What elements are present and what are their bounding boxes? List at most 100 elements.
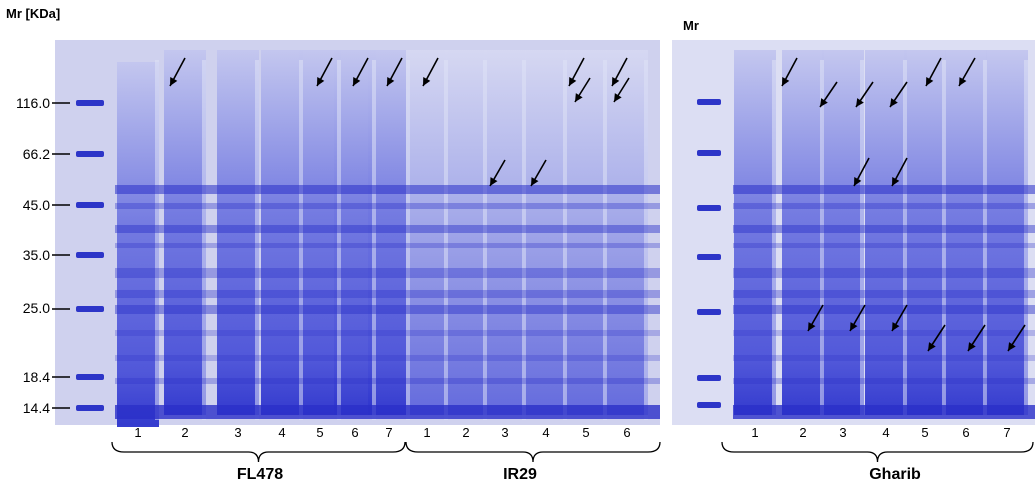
protein-band-row	[115, 330, 660, 336]
protein-band-row	[115, 378, 660, 384]
marker-band	[76, 405, 104, 411]
marker-label-66: 66.2	[22, 146, 50, 162]
gel-lane	[734, 50, 776, 415]
marker-band	[76, 374, 104, 380]
gel-lane	[986, 50, 1028, 415]
arrow-head-icon	[353, 77, 361, 86]
protein-band-row	[115, 225, 660, 233]
lane-gap	[483, 60, 487, 420]
protein-band-row	[115, 305, 660, 314]
lane-gap	[372, 60, 376, 420]
lane-ir29-2: 2	[462, 425, 470, 440]
lane-ir29-3: 3	[501, 425, 509, 440]
gel-lane	[822, 50, 864, 415]
protein-band-row	[733, 185, 1035, 194]
marker-band	[697, 309, 721, 315]
gel-lane	[117, 62, 159, 427]
lane-ir29-5: 5	[582, 425, 590, 440]
arrow-head-icon	[569, 77, 577, 86]
lane-gap	[903, 60, 907, 420]
lane-fl478-7: 7	[385, 425, 393, 440]
brace-gharib	[721, 441, 1034, 463]
gel-lane	[904, 50, 946, 415]
marker-label-45: 45.0	[22, 197, 50, 213]
gel-lane	[782, 50, 824, 415]
protein-band-row	[115, 185, 660, 194]
protein-band-row	[733, 225, 1035, 233]
arrow-head-icon	[423, 77, 431, 86]
lane-fl478-5: 5	[316, 425, 324, 440]
arrow-head-icon	[170, 77, 178, 86]
arrow-head-icon	[317, 77, 325, 86]
lane-gap	[444, 60, 448, 420]
lane-gharib-5: 5	[921, 425, 929, 440]
protein-band-row	[115, 203, 660, 209]
lane-gap	[644, 60, 648, 420]
protein-band-row	[733, 268, 1035, 278]
gel-lane	[484, 50, 526, 415]
lane-gharib-1: 1	[751, 425, 759, 440]
lane-gap	[563, 60, 567, 420]
lane-ir29-6: 6	[623, 425, 631, 440]
lane-fl478-3: 3	[234, 425, 242, 440]
mr-axis-title-left: Mr [KDa]	[6, 6, 61, 21]
marker-band	[76, 306, 104, 312]
arrow-head-icon	[854, 177, 862, 186]
marker-label-18: 18.4	[22, 369, 50, 385]
marker-band	[697, 254, 721, 260]
lane-gap	[155, 60, 159, 420]
arrow-head-icon	[575, 93, 583, 102]
marker-band	[697, 402, 721, 408]
lane-gap	[942, 60, 946, 420]
marker-band	[697, 375, 721, 381]
marker-label-25: 25.0	[22, 300, 50, 316]
protein-band-row	[733, 405, 1035, 419]
protein-band-row	[733, 290, 1035, 298]
lane-gharib-6: 6	[962, 425, 970, 440]
gel-lane	[525, 50, 567, 415]
arrow-head-icon	[782, 77, 790, 86]
lane-gharib-4: 4	[882, 425, 890, 440]
protein-band-row	[115, 268, 660, 278]
brace-fl478	[111, 441, 406, 463]
arrow-head-icon	[531, 177, 539, 186]
arrow-head-icon	[928, 342, 936, 351]
lane-gap	[337, 60, 341, 420]
lane-gap	[255, 60, 259, 420]
arrow-head-icon	[926, 77, 934, 86]
protein-band-row	[115, 243, 660, 248]
arrow-head-icon	[808, 322, 816, 331]
lane-fl478-6: 6	[351, 425, 359, 440]
protein-band-row	[115, 290, 660, 298]
lane-gap	[603, 60, 607, 420]
protein-band-row	[733, 355, 1035, 361]
arrow-head-icon	[614, 93, 622, 102]
protein-band-row	[115, 355, 660, 361]
marker-band	[697, 99, 721, 105]
marker-band	[697, 205, 721, 211]
arrow-head-icon	[820, 98, 828, 107]
marker-band	[697, 150, 721, 156]
gel-lane	[217, 50, 259, 415]
group-label-gharib: Gharib	[869, 466, 921, 483]
mr-axis-title-right: Mr	[683, 18, 699, 33]
brace-ir29	[405, 441, 661, 463]
arrow-head-icon	[490, 177, 498, 186]
protein-band-row	[733, 203, 1035, 209]
protein-band-row	[733, 243, 1035, 248]
marker-band	[76, 252, 104, 258]
gel-lane	[945, 50, 987, 415]
lane-gap	[202, 60, 206, 420]
gel-lane	[406, 50, 448, 415]
arrow-head-icon	[612, 77, 620, 86]
lane-gap	[522, 60, 526, 420]
marker-band	[76, 151, 104, 157]
lane-gharib-2: 2	[799, 425, 807, 440]
arrow-head-icon	[892, 177, 900, 186]
marker-label-35: 35.0	[22, 247, 50, 263]
lane-gap	[406, 60, 410, 420]
marker-label-116: 116.0	[16, 95, 50, 111]
marker-band	[76, 202, 104, 208]
lane-gap	[820, 60, 824, 420]
